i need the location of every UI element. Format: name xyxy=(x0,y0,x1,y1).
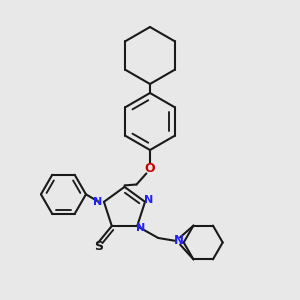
Text: O: O xyxy=(145,161,155,175)
Text: N: N xyxy=(136,223,145,233)
Text: S: S xyxy=(94,240,103,253)
Text: N: N xyxy=(174,235,184,248)
Text: N: N xyxy=(93,197,102,207)
Text: N: N xyxy=(144,195,153,205)
